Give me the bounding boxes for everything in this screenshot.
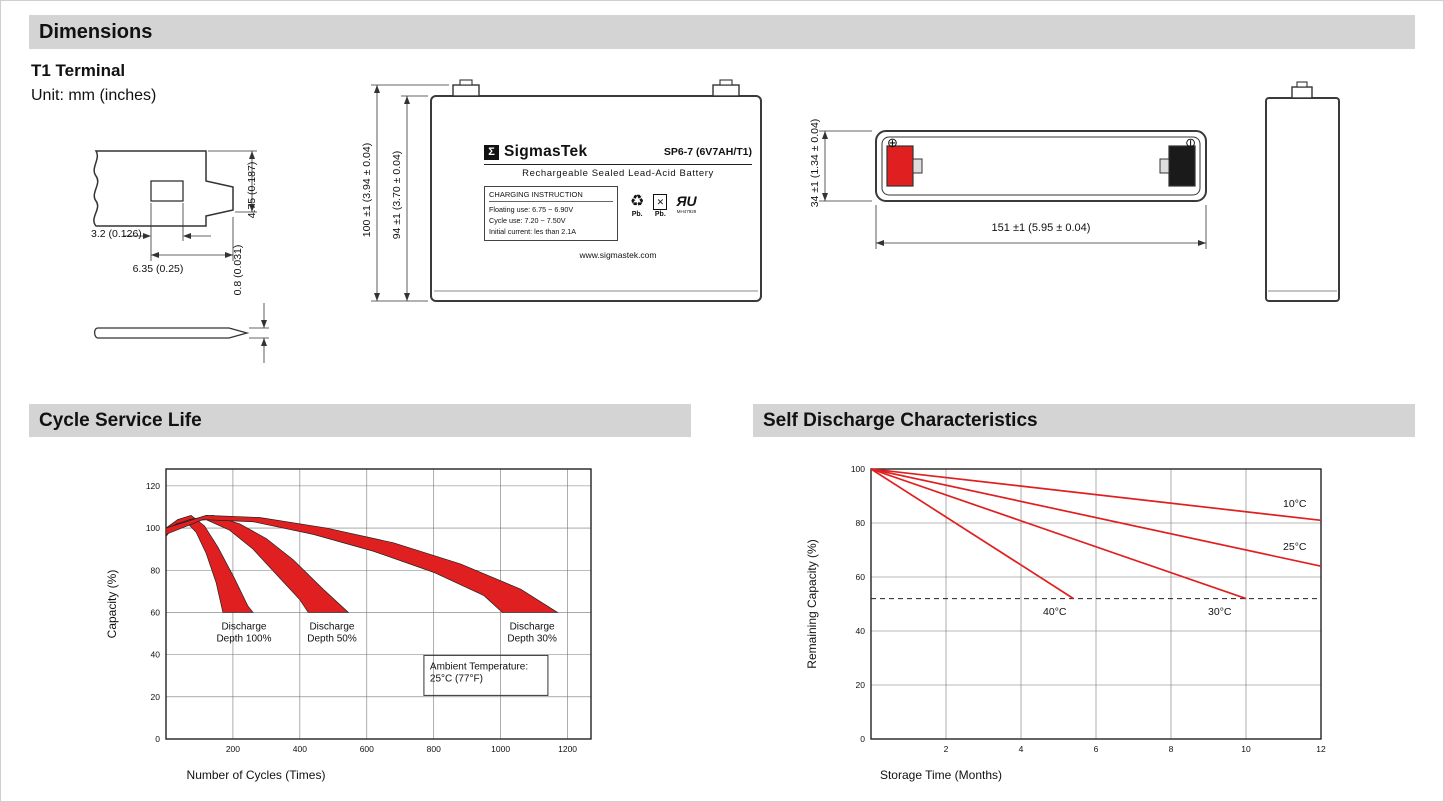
series-line	[870, 468, 1074, 600]
dim-battery-length: 151 ±1 (5.95 ± 0.04)	[991, 222, 1091, 234]
svg-text:200: 200	[226, 744, 240, 754]
dim-battery-width: 34 ±1 (1.34 ± 0.04)	[809, 118, 821, 208]
section-title-self-discharge: Self Discharge Characteristics	[763, 410, 1038, 431]
battery-label-brand-row: Σ SigmasTek SP6-7 (6V7AH/T1)	[484, 143, 752, 165]
svg-text:0: 0	[860, 734, 865, 744]
svg-text:4: 4	[1019, 744, 1024, 754]
svg-text:2: 2	[944, 744, 949, 754]
negative-polarity-icon: ⊖	[1183, 137, 1199, 149]
dim-terminal-thickness: 0.8 (0.031)	[232, 244, 244, 296]
dim-battery-total-height: 100 ±1 (3.94 ± 0.04)	[361, 142, 373, 238]
dim-terminal-height: 4.75 (0.187)	[246, 161, 258, 219]
svg-text:10: 10	[1241, 744, 1251, 754]
certification-icons: ♻ Pb. ✕ Pb. ЯU MH47929	[630, 193, 697, 219]
svg-text:10°C: 10°C	[1283, 498, 1307, 510]
positive-polarity-icon: ⊕	[887, 135, 898, 150]
svg-text:100: 100	[146, 523, 160, 533]
terminal-blade-side-view	[93, 327, 250, 339]
svg-text:30°C: 30°C	[1208, 606, 1232, 618]
battery-side-outline	[1265, 97, 1340, 302]
svg-text:80: 80	[856, 518, 866, 528]
section-title-cycle: Cycle Service Life	[39, 410, 202, 431]
section-header-cycle-service-life: Cycle Service Life	[29, 404, 691, 437]
section-header-self-discharge: Self Discharge Characteristics	[753, 404, 1415, 437]
svg-text:Storage Time (Months): Storage Time (Months)	[880, 768, 1002, 782]
model-number: SP6-7 (6V7AH/T1)	[663, 146, 752, 158]
unit-note: Unit: mm (inches)	[31, 87, 157, 104]
brand-name: SigmasTek	[504, 143, 588, 160]
svg-text:6: 6	[1094, 744, 1099, 754]
svg-text:25°C: 25°C	[1283, 541, 1307, 553]
svg-text:Remaining Capacity (%): Remaining Capacity (%)	[805, 539, 819, 668]
dim-terminal-slot: 3.2 (0.126)	[91, 228, 142, 240]
battery-top-terminal-positive	[886, 145, 914, 187]
charging-row: CHARGING INSTRUCTION Floating use: 6.75 …	[484, 186, 752, 242]
svg-text:600: 600	[360, 744, 374, 754]
svg-text:Capacity (%): Capacity (%)	[105, 570, 119, 639]
svg-text:120: 120	[146, 481, 160, 491]
charging-instruction-title: CHARGING INSTRUCTION	[489, 190, 613, 202]
ul-recognized-icon: ЯU MH47929	[676, 193, 697, 215]
svg-text:20: 20	[151, 692, 161, 702]
svg-text:40: 40	[151, 650, 161, 660]
terminal-type-title: T1 Terminal	[31, 61, 126, 80]
crossed-bin-pb-icon: ✕ Pb.	[653, 194, 668, 218]
recycle-pb-icon: ♻ Pb.	[630, 193, 645, 219]
svg-text:400: 400	[293, 744, 307, 754]
battery-front-terminal-left	[452, 84, 480, 97]
charging-line-initial: Initial current: les than 2.1A	[489, 227, 577, 237]
series-line	[870, 468, 1322, 522]
dim-battery-case-height: 94 ±1 (3.70 ± 0.04)	[391, 150, 403, 240]
terminal-hole	[150, 180, 184, 202]
svg-text:100: 100	[851, 464, 865, 474]
svg-text:80: 80	[151, 565, 161, 575]
series-line	[870, 468, 1322, 568]
battery-front-terminal-right	[712, 84, 740, 97]
battery-top-terminal-negative	[1168, 145, 1196, 187]
svg-text:Number of Cycles (Times): Number of Cycles (Times)	[187, 768, 326, 782]
website-url: www.sigmastek.com	[579, 250, 657, 261]
self-discharge-chart: 2 4 6 8 10 12 0 20 40 60 80 100 10°C 25°C 30°C 40°C Stor…	[805, 464, 1326, 782]
section-title-dimensions: Dimensions	[39, 21, 153, 43]
battery-top-outline	[875, 130, 1207, 202]
svg-text:12: 12	[1316, 744, 1326, 754]
svg-text:60: 60	[856, 572, 866, 582]
battery-side-terminal	[1291, 86, 1313, 99]
sigmastek-logo-icon: Σ	[484, 144, 499, 160]
svg-text:Ambient Temperature:25°C (77°F: Ambient Temperature: 25°C (77°F)	[430, 661, 528, 684]
svg-text:1200: 1200	[558, 744, 577, 754]
dimension-drawings	[93, 79, 1340, 363]
svg-text:8: 8	[1169, 744, 1174, 754]
svg-text:40°C: 40°C	[1043, 606, 1067, 618]
svg-text:0: 0	[155, 734, 160, 744]
battery-front-outline	[430, 95, 762, 302]
svg-text:60: 60	[151, 607, 161, 617]
cycle-service-life-chart: 200 400 600 800 1000 1200 0 20 40 60 80 100 120 Disch…	[105, 468, 592, 782]
section-header-dimensions: Dimensions	[29, 15, 1415, 49]
dim-terminal-width: 6.35 (0.25)	[132, 263, 184, 275]
battery-subtitle: Rechargeable Sealed Lead-Acid Battery	[522, 168, 714, 179]
battery-label: Σ SigmasTek SP6-7 (6V7AH/T1) Rechargeabl…	[484, 143, 752, 260]
svg-text:20: 20	[856, 680, 866, 690]
charging-instruction-box: CHARGING INSTRUCTION Floating use: 6.75 …	[484, 186, 618, 242]
svg-text:40: 40	[856, 626, 866, 636]
band	[165, 515, 559, 613]
series-line	[870, 468, 1247, 600]
svg-text:800: 800	[427, 744, 441, 754]
svg-text:1000: 1000	[491, 744, 510, 754]
charging-line-floating: Floating use: 6.75 ~ 6.90V	[489, 205, 574, 214]
charging-line-cycle: Cycle use: 7.20 ~ 7.50V	[489, 216, 566, 226]
